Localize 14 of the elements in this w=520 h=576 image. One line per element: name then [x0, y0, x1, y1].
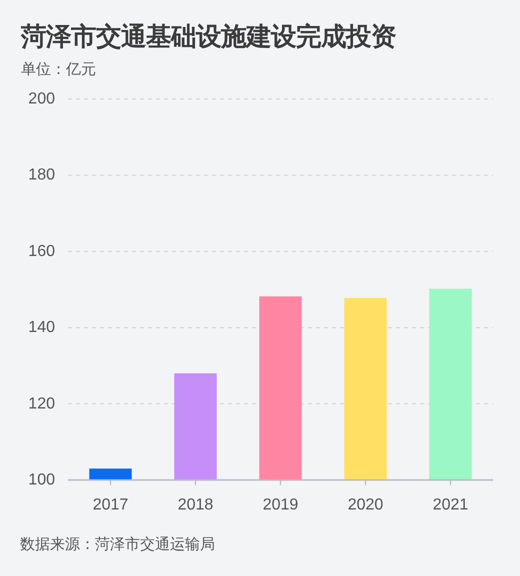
ytick-label: 100	[28, 472, 55, 488]
ytick-label: 120	[28, 395, 55, 412]
ytick-label: 200	[28, 90, 55, 108]
source-note: 数据来源：菏泽市交通运输局	[20, 536, 215, 553]
subtitle: 单位：亿元	[21, 61, 96, 78]
title: 菏泽市交通基础设施建设完成投资	[21, 23, 396, 51]
xtick-label: 2018	[178, 496, 214, 514]
ytick-label: 160	[28, 242, 55, 260]
xtick-label: 2021	[432, 496, 468, 514]
ytick-label: 180	[28, 166, 55, 184]
xtick-label: 2017	[92, 496, 128, 514]
ytick-label: 140	[28, 319, 55, 336]
xtick-label: 2020	[348, 496, 384, 514]
xtick-label: 2019	[262, 496, 298, 514]
